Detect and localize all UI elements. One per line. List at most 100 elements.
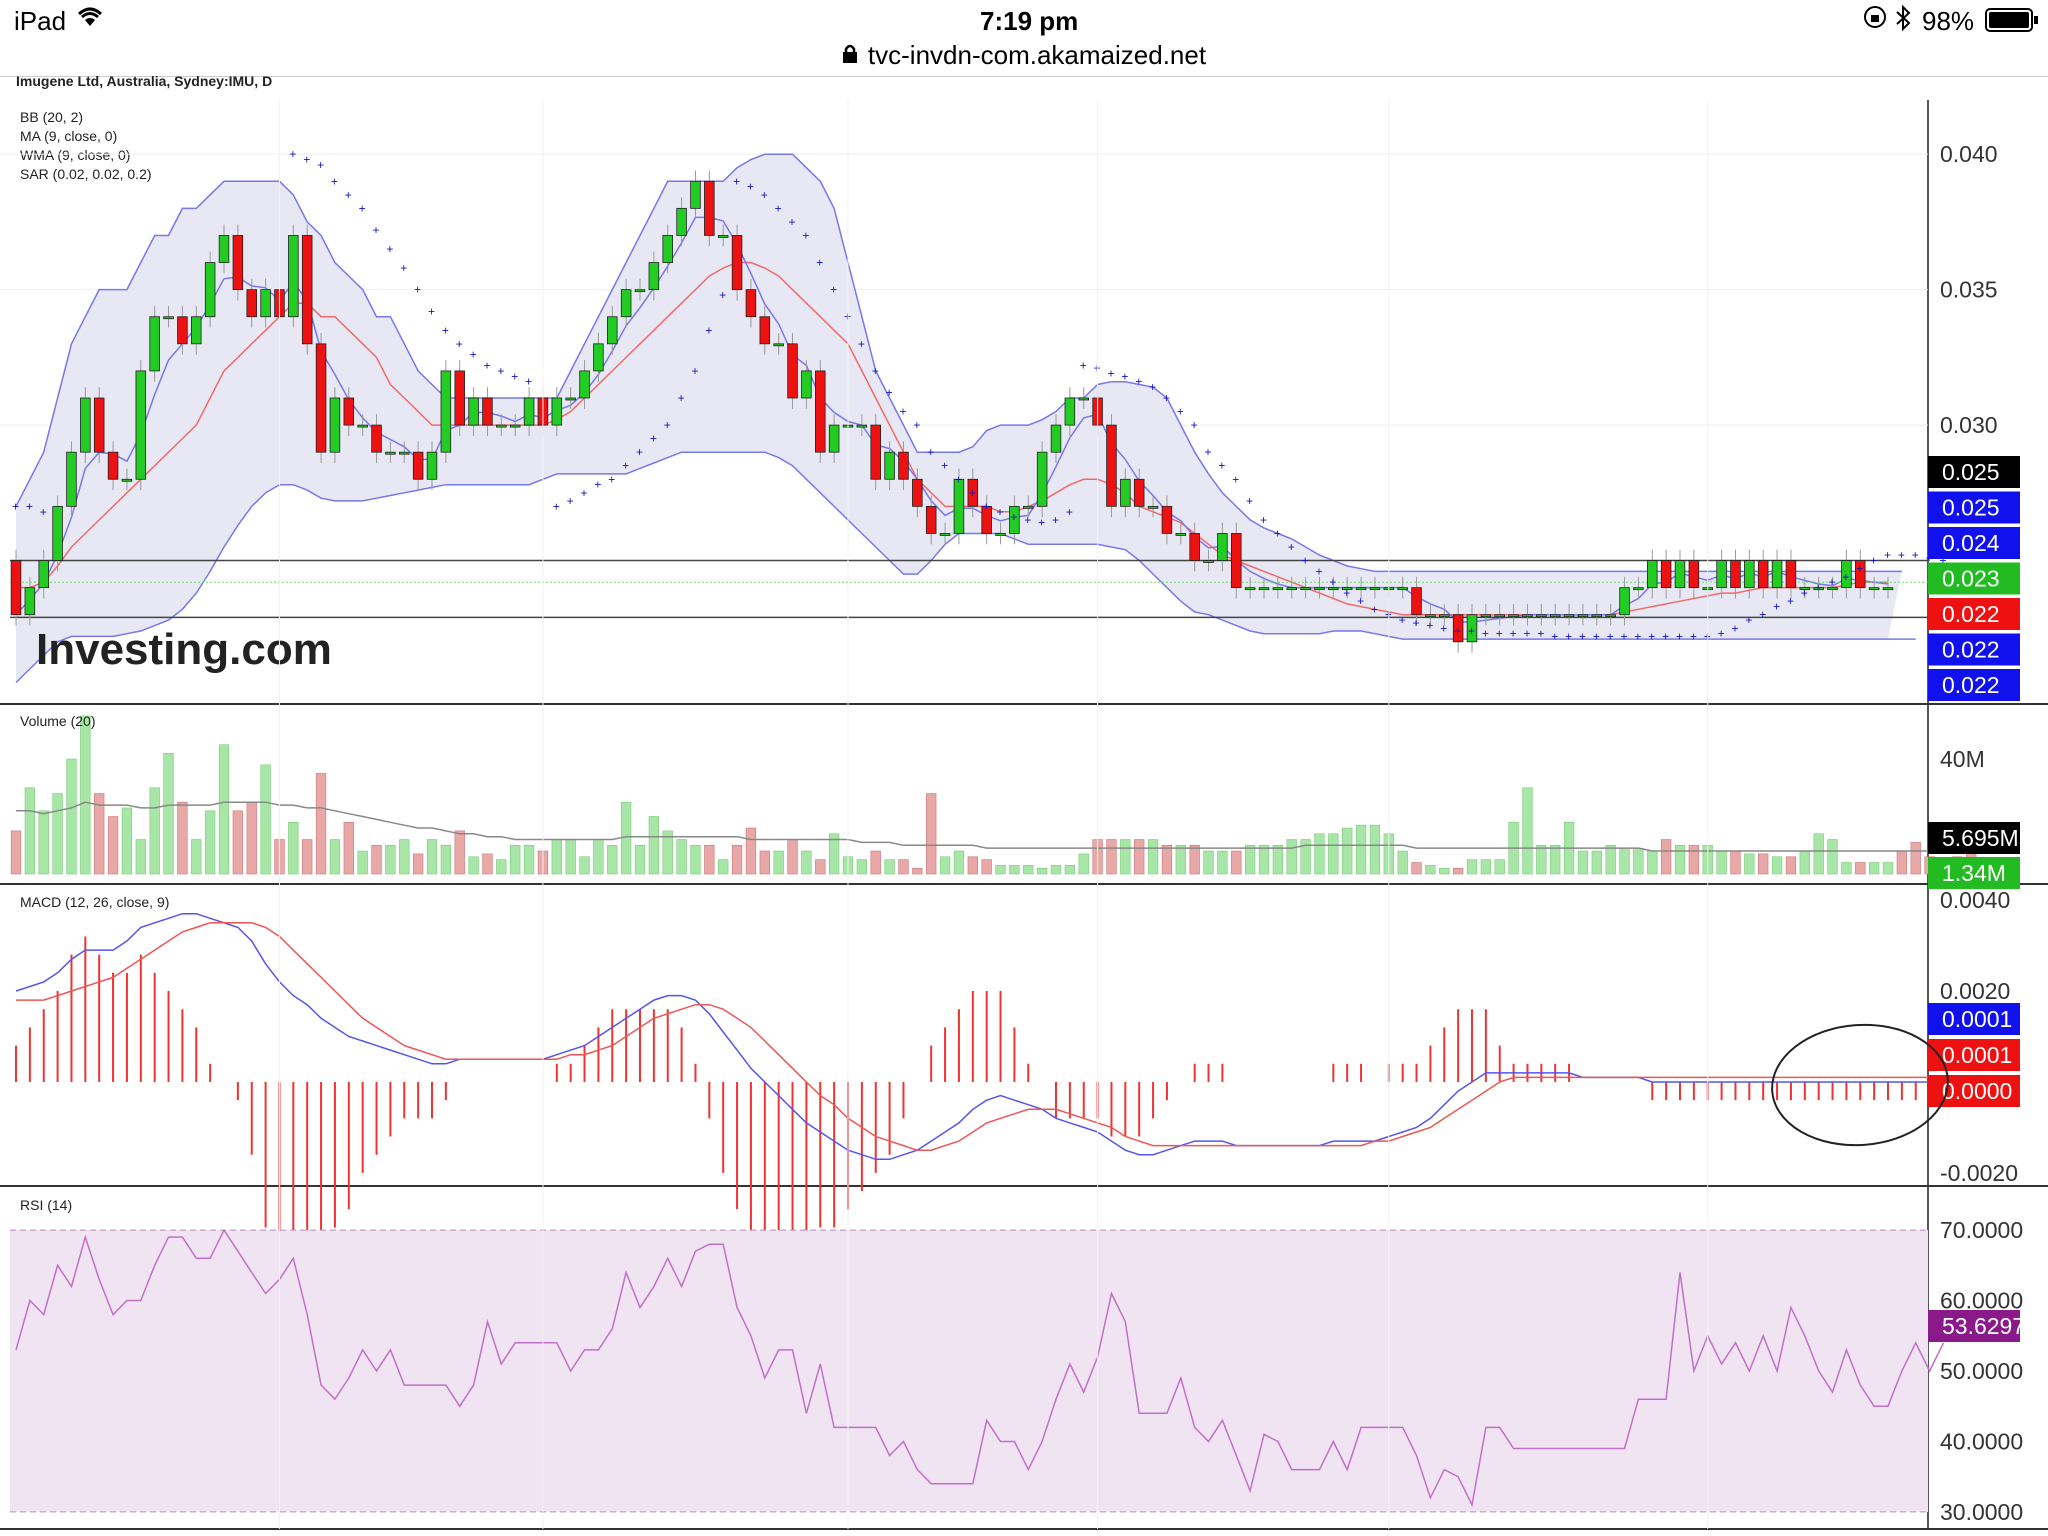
sar-dot: + bbox=[1662, 629, 1669, 643]
sar-dot: + bbox=[1107, 367, 1114, 381]
sar-dot: + bbox=[1260, 513, 1267, 527]
sar-dot: + bbox=[691, 364, 698, 378]
price-tick-label: 0.035 bbox=[1940, 277, 1998, 303]
sar-dot: + bbox=[775, 201, 782, 215]
volume-bar bbox=[1841, 862, 1852, 875]
volume-bar bbox=[52, 793, 63, 875]
candle-body bbox=[1369, 587, 1381, 591]
sar-dot: + bbox=[1537, 627, 1544, 641]
bollinger-lower-line bbox=[15, 451, 1916, 684]
sar-dot: + bbox=[1135, 375, 1142, 389]
candle-body bbox=[135, 370, 147, 480]
volume-bar bbox=[1120, 839, 1131, 875]
candle-body bbox=[1563, 614, 1575, 618]
candle-body bbox=[815, 370, 826, 453]
sar-dot: + bbox=[1163, 391, 1170, 405]
sar-dot: + bbox=[927, 445, 934, 459]
volume-bar bbox=[218, 744, 230, 875]
candle-body bbox=[1161, 505, 1173, 534]
candle-body bbox=[1120, 478, 1131, 507]
stock-chart[interactable]: Imugene Ltd, Australia, Sydney:IMU, D BB… bbox=[0, 76, 2048, 1536]
price-value-label: 0.023 bbox=[1942, 566, 2000, 592]
candle-body bbox=[620, 289, 632, 318]
sar-dot: + bbox=[941, 459, 948, 473]
sar-dot: + bbox=[955, 472, 962, 486]
sar-dot: + bbox=[26, 499, 33, 513]
volume-bar bbox=[1314, 833, 1325, 875]
volume-bar bbox=[1355, 824, 1367, 875]
sar-dot: + bbox=[1912, 548, 1919, 562]
sar-dot: + bbox=[1634, 629, 1641, 643]
sar-dot: + bbox=[747, 180, 754, 194]
candle-body bbox=[1133, 478, 1145, 507]
sar-dot: + bbox=[872, 364, 879, 378]
volume-bar bbox=[773, 850, 784, 875]
candle-body bbox=[440, 370, 452, 453]
candle-body bbox=[1827, 587, 1838, 591]
sar-dot: + bbox=[1621, 629, 1628, 643]
candle-body bbox=[1522, 614, 1533, 618]
candle-body bbox=[1785, 560, 1797, 589]
sar-dot: + bbox=[525, 375, 532, 389]
candle-body bbox=[426, 451, 438, 480]
volume-bar bbox=[177, 801, 188, 875]
candle-body bbox=[981, 505, 992, 534]
sar-dot: + bbox=[386, 242, 393, 256]
volume-bar bbox=[1730, 850, 1741, 875]
volume-bar bbox=[690, 844, 701, 875]
sar-dot: + bbox=[497, 364, 504, 378]
sar-dot: + bbox=[1121, 369, 1128, 383]
volume-bar bbox=[912, 867, 923, 875]
macd-value-label-bg bbox=[1928, 1003, 2020, 1035]
volume-bar bbox=[149, 787, 160, 875]
volume-bar bbox=[329, 839, 341, 875]
sar-dot: + bbox=[594, 478, 601, 492]
volume-bar bbox=[1258, 844, 1270, 875]
device-name: iPad bbox=[14, 6, 67, 36]
candle-body bbox=[939, 533, 951, 536]
sar-dot: + bbox=[1745, 613, 1752, 627]
candle-body bbox=[1480, 614, 1492, 618]
candle-body bbox=[1341, 587, 1353, 591]
volume-bar bbox=[94, 793, 105, 875]
volume-bar bbox=[440, 844, 452, 875]
candle-body bbox=[301, 235, 313, 345]
candle-body bbox=[884, 451, 895, 480]
candle-body bbox=[1868, 587, 1880, 591]
candle-body bbox=[1452, 614, 1464, 643]
volume-bar bbox=[1550, 844, 1561, 875]
candle-body bbox=[1258, 587, 1270, 591]
rsi-band-fill bbox=[10, 1230, 1928, 1512]
sar-dot: + bbox=[567, 494, 574, 508]
candle-body bbox=[579, 370, 590, 399]
macd-title: MACD (12, 26, close, 9) bbox=[20, 894, 169, 910]
battery-icon bbox=[1985, 8, 2039, 39]
sar-dot: + bbox=[1413, 616, 1420, 630]
candle-body bbox=[995, 533, 1006, 536]
rsi-tick-label: 50.0000 bbox=[1940, 1358, 2023, 1384]
price-value-label-bg bbox=[1928, 527, 2020, 559]
macd-tick-label: -0.0020 bbox=[1940, 1160, 2018, 1186]
candle-body bbox=[1771, 560, 1783, 589]
x-axis: AprMayJunJulAugSep bbox=[278, 100, 1709, 1529]
price-value-label-bg bbox=[1928, 633, 2020, 666]
indicator-wma: WMA (9, close, 0) bbox=[20, 147, 130, 163]
bollinger-band-fill bbox=[16, 154, 1902, 683]
volume-bar bbox=[1758, 853, 1769, 875]
sar-dot: + bbox=[1648, 629, 1655, 643]
volume-bar bbox=[1619, 847, 1630, 875]
candle-body bbox=[343, 397, 355, 426]
sar-dot: + bbox=[1274, 526, 1281, 540]
candle-body bbox=[912, 478, 923, 507]
sar-dot: + bbox=[289, 147, 296, 161]
volume-bar bbox=[1785, 856, 1797, 875]
candle-body bbox=[149, 316, 160, 372]
address-bar[interactable]: tvc-invdn-com.akamaized.net bbox=[0, 40, 2048, 76]
volume-bar bbox=[191, 839, 202, 875]
candle-body bbox=[1508, 614, 1519, 618]
volume-bar bbox=[648, 816, 660, 875]
volume-bar bbox=[1286, 839, 1297, 875]
sar-dot: + bbox=[1149, 380, 1156, 394]
volume-bar bbox=[995, 865, 1006, 875]
volume-bar bbox=[38, 810, 49, 875]
